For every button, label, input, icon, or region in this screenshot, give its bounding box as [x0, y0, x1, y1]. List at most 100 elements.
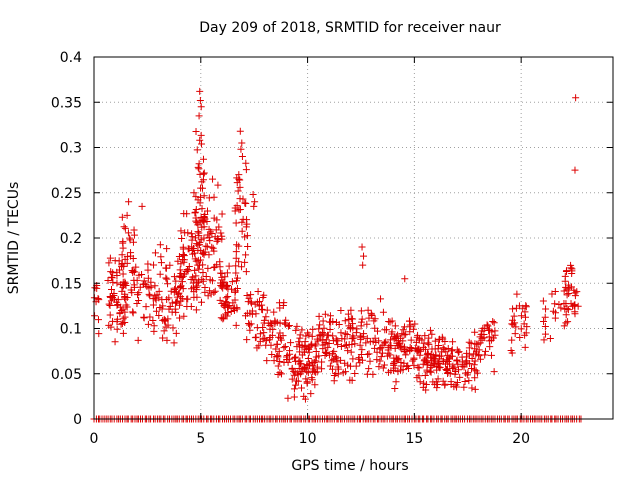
data-point [213, 237, 221, 245]
data-point [359, 261, 367, 269]
data-point [369, 370, 377, 378]
data-point [421, 332, 429, 340]
data-point [152, 307, 160, 315]
data-point [243, 216, 251, 224]
data-point [242, 312, 250, 320]
data-point [490, 368, 498, 376]
data-point [197, 236, 205, 244]
data-point [310, 358, 318, 366]
y-tick-label: 0.15 [51, 276, 82, 292]
data-point [549, 307, 557, 315]
data-point [180, 312, 188, 320]
data-point [147, 283, 155, 291]
data-point [449, 338, 457, 346]
data-point [390, 354, 398, 362]
data-point [512, 323, 520, 331]
data-point [389, 366, 397, 374]
data-point [461, 377, 469, 385]
data-point [235, 171, 243, 179]
data-point [302, 332, 310, 340]
data-point [262, 313, 270, 321]
data-point [120, 281, 128, 289]
data-point [119, 305, 127, 313]
x-tick-labels: 0 5 10 15 20 [90, 431, 531, 447]
data-point [311, 381, 319, 389]
data-point [107, 273, 115, 281]
data-point [551, 314, 559, 322]
data-point [177, 260, 185, 268]
data-point [444, 344, 452, 352]
data-point [321, 310, 329, 318]
data-point [225, 301, 233, 309]
data-point [274, 352, 282, 360]
data-point [149, 301, 157, 309]
data-point [252, 310, 260, 318]
data-point [198, 178, 206, 186]
data-point [384, 368, 392, 376]
data-point [341, 342, 349, 350]
data-point [541, 313, 549, 321]
data-point [228, 285, 236, 293]
data-point [236, 183, 244, 191]
data-point [400, 345, 408, 353]
data-point [184, 229, 192, 237]
data-point [113, 318, 121, 326]
data-point [555, 301, 563, 309]
data-point [307, 390, 315, 398]
data-point [238, 263, 246, 271]
data-point [292, 326, 300, 334]
data-point [357, 351, 365, 359]
data-point [568, 269, 576, 277]
data-point [235, 258, 243, 266]
data-point [269, 325, 277, 333]
data-point [199, 268, 207, 276]
data-point [118, 251, 126, 259]
data-point [276, 357, 284, 365]
data-point [312, 340, 320, 348]
data-point [109, 278, 117, 286]
data-point [445, 360, 453, 368]
data-point [431, 360, 439, 368]
data-point [281, 343, 289, 351]
data-point [144, 274, 152, 282]
data-point [184, 267, 192, 275]
data-point [175, 253, 183, 261]
data-point [194, 228, 202, 236]
data-point [560, 287, 568, 295]
data-point [253, 298, 261, 306]
data-point [213, 216, 221, 224]
data-point [119, 329, 127, 337]
data-point [410, 354, 418, 362]
data-point [359, 333, 367, 341]
data-point [192, 193, 200, 201]
data-point [236, 127, 244, 135]
data-point [481, 324, 489, 332]
data-point [567, 261, 575, 269]
data-point [382, 338, 390, 346]
data-point [172, 288, 180, 296]
data-point [341, 359, 349, 367]
data-point [166, 261, 174, 269]
data-point [363, 334, 371, 342]
data-point [140, 277, 148, 285]
data-point [211, 263, 219, 271]
data-point [521, 313, 529, 321]
data-point [416, 378, 424, 386]
data-point [203, 218, 211, 226]
data-point [425, 340, 433, 348]
data-point [450, 364, 458, 372]
data-point [315, 325, 323, 333]
data-point [118, 259, 126, 267]
data-point [194, 221, 202, 229]
data-point [95, 296, 103, 304]
data-point [431, 337, 439, 345]
data-point [462, 369, 470, 377]
data-point [490, 319, 498, 327]
data-point [118, 213, 126, 221]
data-point [279, 301, 287, 309]
data-point [192, 306, 200, 314]
data-point [348, 320, 356, 328]
data-point [551, 300, 559, 308]
data-point [218, 300, 226, 308]
data-point [215, 223, 223, 231]
